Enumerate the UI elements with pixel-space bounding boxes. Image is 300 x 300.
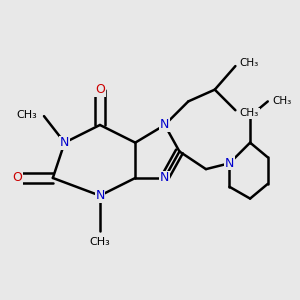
Text: CH₃: CH₃ — [240, 108, 259, 118]
Text: N: N — [95, 189, 105, 202]
Text: CH₃: CH₃ — [272, 96, 291, 106]
Text: N: N — [160, 118, 169, 131]
Text: CH₃: CH₃ — [240, 58, 259, 68]
Text: CH₃: CH₃ — [90, 237, 110, 247]
Text: N: N — [60, 136, 69, 149]
Text: CH₃: CH₃ — [16, 110, 37, 120]
Text: O: O — [13, 172, 22, 184]
Text: N: N — [160, 172, 169, 184]
Text: O: O — [95, 83, 105, 96]
Text: N: N — [225, 157, 234, 170]
